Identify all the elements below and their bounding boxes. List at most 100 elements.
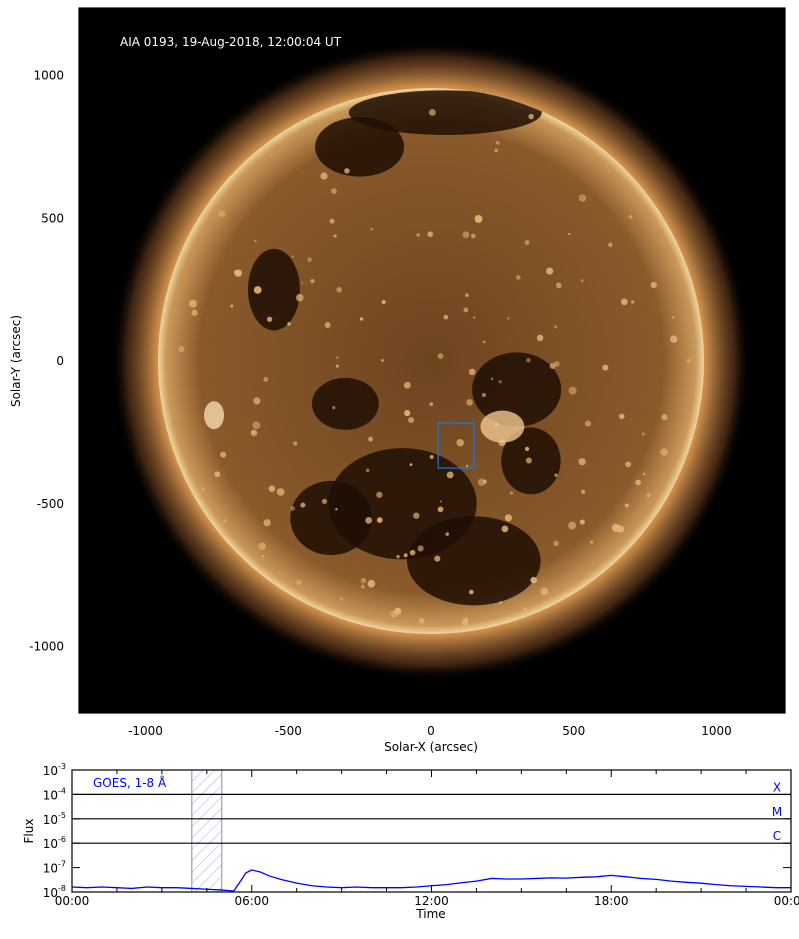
y-axis-label: Solar-Y (arcsec) [9,315,23,407]
bright-point [178,345,185,353]
bright-point [214,471,221,478]
bright-point [419,618,425,624]
bright-point [456,438,464,447]
bright-point [501,525,509,533]
bright-point [295,293,304,302]
bright-point [470,233,476,239]
bright-point [461,618,469,626]
bright-point [429,402,434,407]
bright-point [463,307,469,313]
bright-point [293,441,298,446]
bright-point [320,172,328,180]
goes-y-tick-label: 10-6 [43,835,66,851]
bright-point [234,269,242,277]
bright-point [554,325,558,329]
bright-point [507,317,510,320]
x-tick-label: 1000 [701,724,732,738]
class-label: M [772,805,782,819]
goes-plot-area [72,770,791,892]
x-tick-label: -500 [275,724,302,738]
bright-point [329,218,335,224]
bright-point [370,228,373,231]
y-tick-label: 0 [56,354,64,368]
bright-point [468,368,476,376]
bright-point [266,316,273,322]
bright-point [344,168,350,174]
bright-point [498,380,502,384]
bright-point [287,322,291,326]
coronal-hole [315,117,405,177]
image-ticks: -1000 -500 0 500 1000 -1000 -500 0 500 1000 [29,8,785,738]
bright-point [608,242,613,248]
coronal-hole [407,516,541,606]
bright-point [462,231,470,239]
goes-y-tick-label: 10-3 [43,762,66,778]
bright-point [554,473,558,477]
goes-panel: XMC GOES, 1-8 Å 00:00 06:00 12:00 18:00 00:0… [22,762,799,921]
bright-point [540,587,549,596]
bright-point [258,542,266,551]
bright-point [367,579,376,588]
goes-x-tick-label: 00:00 [774,894,799,908]
bright-point [340,597,344,601]
goes-legend: GOES, 1-8 Å [93,775,167,790]
solar-disk [158,88,704,634]
bright-point [290,506,295,511]
bright-point [482,340,486,344]
bright-point [495,140,500,145]
bright-point [445,532,449,536]
bright-point [331,188,337,194]
bright-point [268,485,276,492]
bright-point [625,461,632,468]
x-axis-label: Solar-X (arcsec) [384,740,478,754]
bright-point [437,506,444,513]
bright-point [624,503,629,508]
bright-point [409,463,413,466]
flare-class-lines: XMC [72,780,791,844]
bright-point [291,255,295,258]
bright-point [635,479,641,486]
bright-point [396,554,400,559]
shaded-interval [191,769,223,893]
bright-point [381,300,386,305]
bright-point [581,489,586,494]
goes-y-tick-label: 10-7 [43,860,66,876]
goes-x-label: Time [415,907,445,921]
bright-point [360,584,365,589]
bright-point [407,416,415,424]
bright-point [473,316,476,319]
bright-point [324,322,331,329]
bright-point [321,498,328,505]
class-label: X [773,780,781,794]
bright-point [332,405,336,410]
x-tick-label: 0 [427,724,435,738]
bright-point [477,478,486,486]
bright-point [524,240,530,245]
bright-point [549,363,556,370]
region-of-interest-box [437,422,475,469]
coronal-features [178,90,691,626]
bright-point [481,392,486,398]
solar-image-panel: AIA 0193, 19-Aug-2018, 12:00:04 UT -1000… [9,7,786,754]
x-tick-label: 500 [562,724,585,738]
bright-point [555,282,562,289]
bright-point [670,335,678,343]
bright-point [602,364,609,371]
bright-point [568,232,571,235]
bright-point [261,555,264,558]
bright-point [252,421,261,430]
bright-point [201,487,205,492]
bright-point [660,448,668,456]
bright-point [276,488,285,496]
bright-point [499,601,503,604]
bright-point [646,493,651,498]
bright-point [589,540,594,544]
bright-point [191,309,198,316]
bright-point [253,397,261,405]
bright-point [530,576,537,584]
bright-point [465,293,469,297]
goes-flux-line [72,869,791,892]
bright-point [220,451,227,458]
bright-point [429,455,434,460]
goes-x-tick-label: 18:00 [594,894,629,908]
